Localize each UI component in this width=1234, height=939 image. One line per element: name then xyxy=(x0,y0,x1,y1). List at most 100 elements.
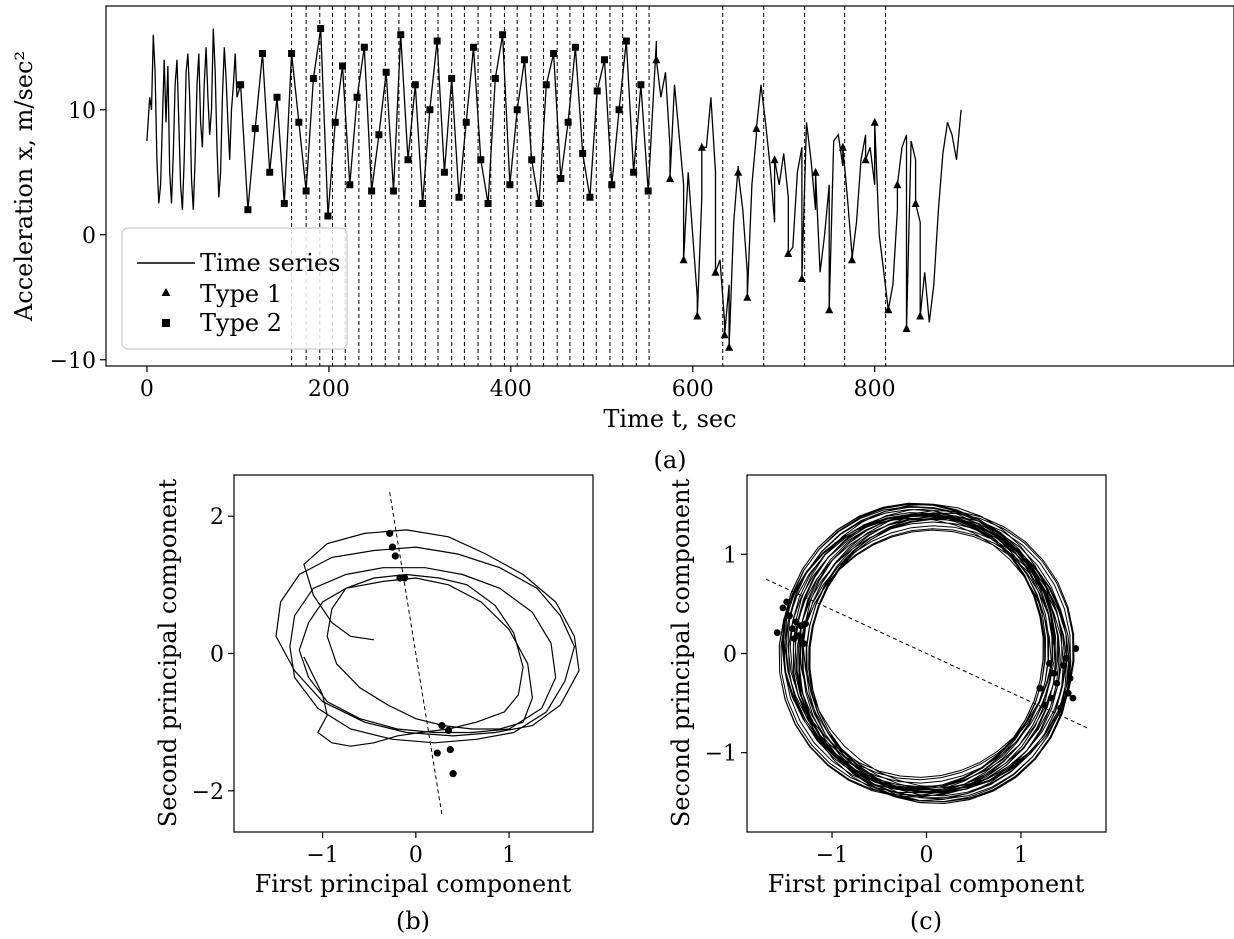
type1-triangle-marker xyxy=(720,330,729,339)
section-crossing-point xyxy=(1053,679,1061,687)
section-crossing-point xyxy=(449,770,457,778)
type1-triangle-marker xyxy=(838,142,847,151)
type2-square-marker xyxy=(513,106,521,114)
section-crossing-point xyxy=(391,552,399,560)
type2-square-marker xyxy=(520,56,528,64)
type1-triangle-marker xyxy=(861,155,870,164)
type2-square-marker xyxy=(564,118,572,126)
phase-trajectory xyxy=(275,529,580,747)
type1-triangle-marker xyxy=(734,167,743,176)
type2-square-marker xyxy=(375,131,383,139)
type2-square-marker xyxy=(593,87,601,95)
type2-square-marker xyxy=(506,181,514,189)
type2-square-marker xyxy=(426,106,434,114)
type2-square-marker xyxy=(491,75,499,82)
type1-triangle-marker xyxy=(697,142,706,151)
type1-triangle-marker xyxy=(666,174,674,182)
panel-a-y-label: Acceleration x, m/sec² xyxy=(10,51,38,322)
type2-square-marker xyxy=(448,75,456,82)
type2-square-marker xyxy=(273,93,281,101)
type2-square-marker xyxy=(615,106,623,114)
legend-item-type2: Type 2 xyxy=(200,309,282,337)
type2-square-marker xyxy=(571,43,579,51)
type2-square-marker xyxy=(528,156,536,164)
type1-triangle-marker xyxy=(652,55,661,64)
type2-square-marker xyxy=(295,118,303,126)
panel-b-caption: (b) xyxy=(396,907,430,935)
type1-triangle-marker xyxy=(770,155,779,164)
type2-square-marker xyxy=(317,25,325,32)
panel-a-plot-area xyxy=(146,25,962,351)
panel-c-x-ticks: −1 0 1 xyxy=(816,832,1028,868)
type2-square-marker xyxy=(346,181,354,189)
type2-square-marker xyxy=(397,31,405,39)
section-crossing-point xyxy=(433,749,441,757)
type1-triangle-marker xyxy=(797,274,806,282)
type2-square-marker xyxy=(309,75,317,82)
type2-square-marker xyxy=(433,37,441,45)
section-crossing-point xyxy=(1072,645,1080,652)
section-crossing-point xyxy=(792,618,800,626)
section-crossing-point xyxy=(788,625,796,633)
type1-triangle-marker xyxy=(711,267,720,276)
section-crossing-point xyxy=(779,604,787,612)
type2-square-marker xyxy=(557,175,565,182)
panel-b-x-label: First principal component xyxy=(255,870,572,898)
panel-b-x-tick-label: 1 xyxy=(502,843,516,868)
section-crossing-point xyxy=(786,612,793,620)
panel-a-x-ticks: 0 200 400 600 800 xyxy=(140,366,896,402)
panel-c-y-tick-label: −1 xyxy=(705,742,737,767)
panel-a-y-tick-label: 10 xyxy=(68,99,96,124)
panel-b-x-ticks: −1 0 1 xyxy=(306,832,516,868)
type2-square-marker xyxy=(251,125,259,132)
type1-triangle-marker xyxy=(693,311,702,320)
legend: Time series Type 1 Type 2 xyxy=(121,227,348,350)
type2-square-marker xyxy=(601,56,609,64)
panel-a-x-tick-label: 800 xyxy=(854,377,896,402)
type2-square-marker xyxy=(237,81,245,89)
poincare-section-line xyxy=(389,492,443,815)
panel-c-y-label: Second principal component xyxy=(667,479,695,828)
section-crossing-point xyxy=(1057,704,1065,712)
type1-triangle-marker xyxy=(725,342,734,351)
section-crossing-point xyxy=(1041,701,1048,709)
panel-a-y-tick-label: 0 xyxy=(82,224,96,249)
panel-a-x-tick-label: 0 xyxy=(140,377,154,402)
poincare-section-line xyxy=(765,578,1088,729)
type2-square-marker xyxy=(266,168,274,176)
panel-a-x-tick-label: 600 xyxy=(672,377,714,402)
type2-square-marker xyxy=(462,118,470,126)
panel-b-plot-area xyxy=(275,492,580,815)
type1-triangle-marker xyxy=(811,167,820,176)
panel-b-y-tick-label: −2 xyxy=(192,780,224,805)
panel-a-caption: (a) xyxy=(653,446,686,474)
section-crossing-point xyxy=(444,726,453,734)
section-crossing-point xyxy=(1045,660,1053,667)
type2-square-marker xyxy=(339,62,347,70)
type1-triangle-marker xyxy=(902,324,911,332)
section-crossing-point xyxy=(783,598,791,606)
section-crossing-point xyxy=(1047,694,1055,702)
panel-a-x-tick-label: 200 xyxy=(308,377,350,402)
panel-b-x-tick-label: 0 xyxy=(409,843,423,868)
panel-c-y-tick-label: 1 xyxy=(723,543,737,568)
section-crossing-point xyxy=(446,746,454,754)
type1-triangle-marker xyxy=(884,305,893,314)
type2-square-marker xyxy=(302,187,310,195)
panel-c-y-ticks: −1 0 1 xyxy=(705,543,747,767)
type1-triangle-marker xyxy=(870,117,879,126)
panel-b-y-tick-label: 0 xyxy=(210,643,224,668)
panel-b-x-tick-label: −1 xyxy=(306,843,338,868)
type2-square-marker xyxy=(404,156,412,164)
type2-square-marker xyxy=(579,150,587,157)
panel-c-x-tick-label: 1 xyxy=(1014,843,1028,868)
type2-square-marker xyxy=(470,43,478,51)
type2-square-marker xyxy=(637,81,645,89)
panel-a-y-ticks: −10 0 10 xyxy=(50,99,106,374)
type2-square-marker xyxy=(550,50,558,57)
section-crossing-point xyxy=(386,529,394,537)
legend-triangle-marker xyxy=(161,288,171,296)
type2-square-marker xyxy=(622,37,630,45)
type2-square-marker xyxy=(419,200,427,207)
panel-c-x-label: First principal component xyxy=(768,870,1085,898)
